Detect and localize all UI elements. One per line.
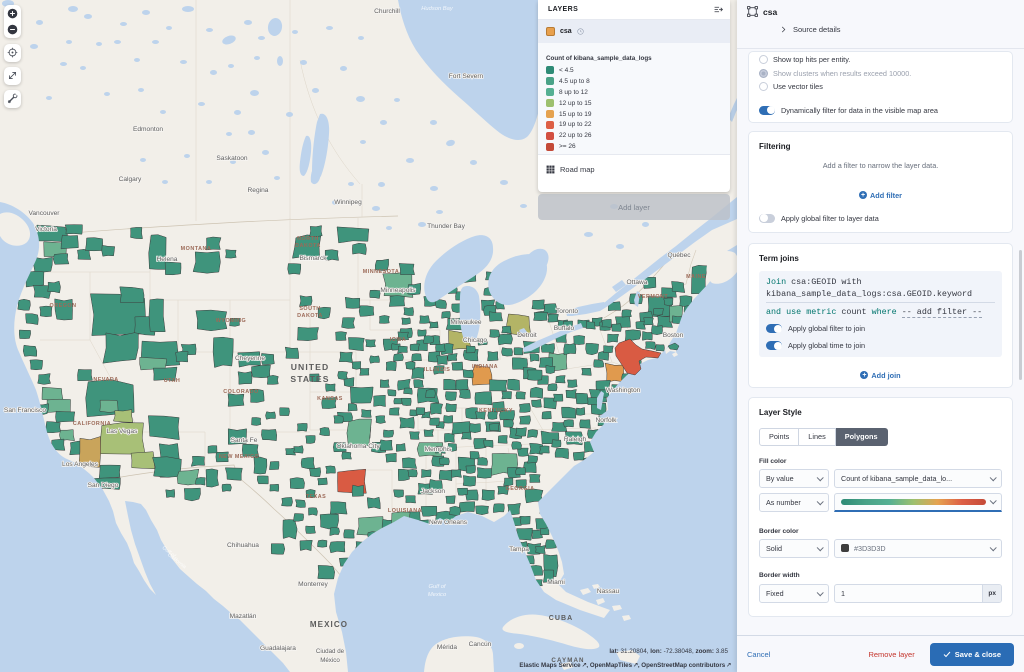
svg-text:MAINE: MAINE [686,274,706,280]
svg-text:Mexico: Mexico [428,592,447,598]
svg-text:INDIANA: INDIANA [472,364,498,370]
svg-text:COLORADO: COLORADO [223,389,258,395]
svg-text:WYOMING: WYOMING [216,318,246,324]
svg-text:CALIFORNIA: CALIFORNIA [73,421,111,427]
svg-text:Las Vegas: Las Vegas [107,428,138,435]
svg-text:Raleigh: Raleigh [564,436,587,443]
svg-text:Tampa: Tampa [509,546,529,553]
svg-text:Milwaukee: Milwaukee [450,319,481,326]
svg-text:Fort Severn: Fort Severn [449,73,484,80]
svg-text:Calgary: Calgary [119,176,142,183]
svg-text:Ciudad de: Ciudad de [316,648,345,655]
svg-text:Mazatlán: Mazatlán [230,613,257,620]
svg-text:Washington: Washington [606,387,641,394]
svg-text:OREGON: OREGON [50,303,77,309]
svg-text:Winnipeg: Winnipeg [334,199,362,206]
svg-text:Minneapolis: Minneapolis [380,287,416,294]
svg-text:UTAH: UTAH [164,378,181,384]
svg-text:Vancouver: Vancouver [28,210,60,217]
svg-text:STATES: STATES [290,374,329,384]
svg-text:Gulf of: Gulf of [428,584,446,590]
svg-text:MINNESOTA: MINNESOTA [363,269,399,275]
svg-text:Boston: Boston [663,332,684,339]
svg-text:Churchill: Churchill [374,8,400,15]
svg-text:Cancún: Cancún [469,641,492,648]
svg-text:SOUTH: SOUTH [299,306,320,312]
svg-text:NORTH: NORTH [297,236,319,242]
svg-text:Chicago: Chicago [463,337,488,344]
svg-text:Saskatoon: Saskatoon [216,155,247,162]
svg-text:ILLINOIS: ILLINOIS [424,367,451,373]
svg-text:IOWA: IOWA [390,337,406,343]
svg-text:Toronto: Toronto [556,308,578,315]
svg-text:TEXAS: TEXAS [306,494,326,500]
svg-text:Helena: Helena [157,256,178,263]
svg-text:DAKOTA: DAKOTA [297,313,323,319]
svg-text:CUBA: CUBA [549,615,574,622]
svg-text:UNITED: UNITED [291,362,330,372]
svg-text:Mérida: Mérida [437,644,457,651]
svg-text:VERMONT: VERMONT [638,294,669,300]
svg-text:Ottawa: Ottawa [627,279,648,286]
svg-text:Thunder Bay: Thunder Bay [427,223,465,230]
svg-text:San Francisco: San Francisco [4,407,46,414]
svg-text:Edmonton: Edmonton [133,126,163,133]
svg-text:San Diego: San Diego [88,482,119,489]
svg-text:Victoria: Victoria [35,226,57,233]
svg-text:Detroit: Detroit [517,332,537,339]
svg-text:Los Angeles: Los Angeles [62,461,99,468]
svg-text:México: México [320,657,340,664]
svg-text:Jackson: Jackson [421,488,446,495]
svg-text:Hudson Bay: Hudson Bay [421,6,454,12]
svg-text:Québec: Québec [667,252,691,259]
svg-text:Norfolk: Norfolk [596,417,618,424]
svg-text:KENTUCKY: KENTUCKY [479,408,513,414]
svg-text:NEW MEXICO: NEW MEXICO [219,454,259,460]
svg-text:Chihuahua: Chihuahua [227,542,259,549]
svg-text:Guadalajara: Guadalajara [260,645,296,652]
svg-text:Regina: Regina [248,187,269,194]
svg-text:Cheyenne: Cheyenne [235,355,265,362]
svg-text:LOUISIANA: LOUISIANA [388,508,422,514]
svg-text:Santa Fe: Santa Fe [231,437,258,444]
svg-text:Nassau: Nassau [597,588,620,595]
svg-text:Miami: Miami [547,579,565,586]
svg-text:MEXICO: MEXICO [310,620,348,629]
svg-text:KANSAS: KANSAS [317,396,343,402]
svg-text:NEVADA: NEVADA [93,377,118,383]
svg-text:Bismarck: Bismarck [299,255,327,262]
svg-text:New Orleans: New Orleans [429,519,468,526]
svg-text:GEORGIA: GEORGIA [506,486,535,492]
svg-text:MONTANA: MONTANA [181,246,212,252]
svg-text:Oklahoma City: Oklahoma City [336,443,380,450]
svg-text:Monterrey: Monterrey [298,581,328,588]
svg-text:DAKOTA: DAKOTA [295,243,321,249]
svg-text:Buffalo: Buffalo [554,325,575,332]
svg-text:CAYMAN: CAYMAN [551,657,584,664]
svg-text:Memphis: Memphis [425,446,452,453]
